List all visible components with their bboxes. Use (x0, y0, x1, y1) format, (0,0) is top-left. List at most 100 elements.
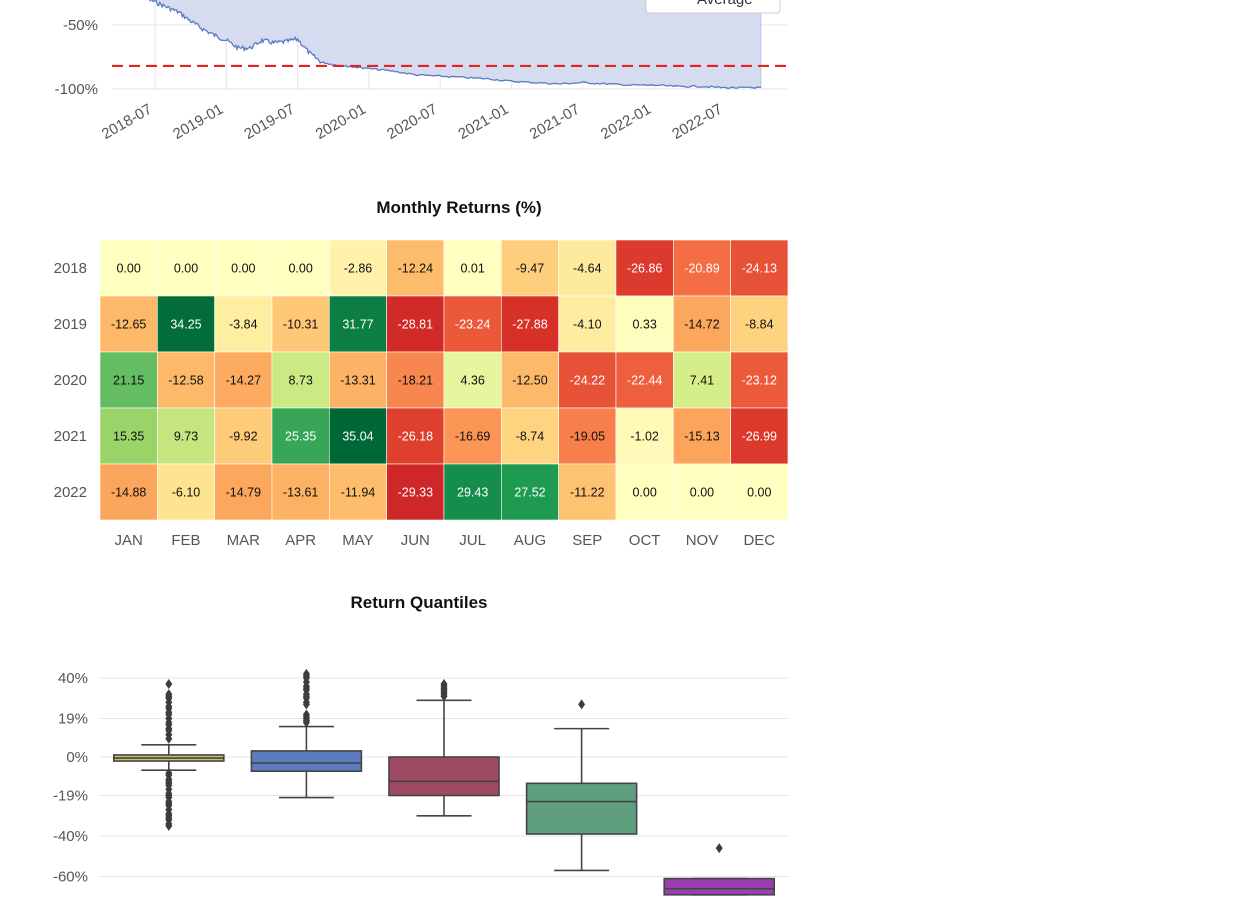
heatmap-cell-value: -8.84 (745, 318, 774, 332)
y-tick-label: -60% (53, 869, 88, 886)
heatmap-cell (501, 351, 559, 409)
outlier-marker (578, 699, 586, 710)
heatmap-column-label: FEB (171, 532, 200, 549)
heatmap-cell (443, 463, 502, 521)
heatmap-cell-value: 0.00 (231, 262, 255, 276)
heatmap-cell-value: 0.00 (288, 262, 312, 276)
heatmap-cell-value: -2.86 (344, 262, 373, 276)
heatmap-cell (214, 463, 273, 521)
heatmap-cell-value: -3.84 (229, 318, 258, 332)
box-1 (113, 679, 225, 831)
heatmap-cell-value: 0.00 (690, 486, 714, 500)
heatmap-cell-value: -12.65 (111, 318, 146, 332)
boxplot-title: Return Quantiles (351, 593, 488, 612)
heatmap-cell-value: 31.77 (342, 318, 373, 332)
box-iqr (525, 782, 638, 835)
y-tick-label: -100% (55, 81, 98, 98)
heatmap-cell (501, 295, 559, 353)
heatmap-cell (615, 351, 674, 409)
heatmap-column-label: JUL (459, 532, 486, 549)
heatmap-column-label: AUG (514, 532, 547, 549)
heatmap-cell-value: -28.81 (398, 318, 433, 332)
outlier-marker (715, 843, 723, 854)
heatmap-column-label: MAR (227, 532, 261, 549)
heatmap-cell-value: 27.52 (514, 486, 545, 500)
heatmap-cell (730, 239, 789, 297)
box-3 (388, 679, 500, 817)
y-tick-label: -19% (53, 788, 88, 805)
heatmap-cell-value: -22.44 (627, 374, 662, 388)
heatmap-cell-value: -4.10 (573, 318, 602, 332)
heatmap-cell (730, 351, 789, 409)
heatmap-cell-value: 35.04 (342, 430, 373, 444)
heatmap-column-label: APR (285, 532, 316, 549)
heatmap-cell-value: -14.79 (226, 486, 261, 500)
heatmap-cell (99, 295, 158, 353)
underwater-y-ticks: -50% -100% (55, 17, 98, 98)
heatmap-cell-value: 8.73 (288, 374, 312, 388)
heatmap-cell (386, 239, 445, 297)
y-tick-label: 40% (58, 670, 88, 687)
legend-label: Average (697, 0, 753, 8)
heatmap-cell-value: 29.43 (457, 486, 488, 500)
heatmap-cell-value: -19.05 (570, 430, 605, 444)
heatmap-cell (730, 295, 789, 353)
heatmap-cell (558, 463, 617, 521)
heatmap-cell (271, 351, 330, 409)
heatmap-cell (271, 407, 330, 465)
y-tick-label: 19% (58, 711, 88, 728)
outlier-marker (302, 699, 310, 710)
heatmap-row-labels: 2018 2019 2020 2021 2022 (54, 260, 87, 501)
heatmap-cell (443, 351, 502, 409)
heatmap-cell-value: -24.22 (570, 374, 605, 388)
heatmap-row-label: 2020 (54, 372, 87, 389)
outlier-marker (165, 820, 173, 831)
monthly-returns-heatmap: Monthly Returns (%) 0.00 0.00 0.00 0.00 -2.8… (54, 198, 789, 549)
heatmap-cell-value: -26.99 (742, 430, 777, 444)
heatmap-cell-value: -14.27 (226, 374, 261, 388)
heatmap-cell (501, 463, 559, 521)
heatmap-cell-value: -26.86 (627, 262, 662, 276)
heatmap-cell-value: -23.12 (742, 374, 777, 388)
heatmap-cell (558, 407, 617, 465)
heatmap-cell (558, 239, 617, 297)
boxplot-boxes (113, 668, 776, 896)
heatmap-cell-value: -6.10 (172, 486, 201, 500)
heatmap-cell-value: -16.69 (455, 430, 490, 444)
heatmap-cell-value: -23.24 (455, 318, 490, 332)
heatmap-cell-value: -29.33 (398, 486, 433, 500)
x-tick-label: 2018-07 (99, 101, 155, 143)
y-tick-label: -40% (53, 828, 88, 845)
heatmap-cell-value: 15.35 (113, 430, 144, 444)
heatmap-row-label: 2021 (54, 428, 87, 445)
box-2 (250, 668, 363, 799)
heatmap-cell (558, 295, 617, 353)
heatmap-cell-value: -4.64 (573, 262, 602, 276)
heatmap-cell (214, 295, 273, 353)
heatmap-cell-value: 21.15 (113, 374, 144, 388)
heatmap-cell-value: -8.74 (516, 430, 545, 444)
outlier-marker (440, 691, 448, 702)
heatmap-row-label: 2019 (54, 316, 87, 333)
x-tick-label: 2019-07 (241, 101, 297, 143)
heatmap-cell-value: 0.00 (174, 262, 198, 276)
underwater-chart: Average -50%-100% 2018-072019-012019-072… (55, 0, 788, 143)
heatmap-cell-value: 25.35 (285, 430, 316, 444)
heatmap-cell (157, 295, 215, 353)
heatmap-cell (672, 463, 731, 521)
heatmap-cell (615, 295, 674, 353)
heatmap-column-labels: JAN FEB MAR APR MAY JUN JUL AUG SEP OCT NOV DEC (114, 532, 775, 549)
heatmap-cell-value: 9.73 (174, 430, 198, 444)
heatmap-cell-value: -9.92 (229, 430, 258, 444)
heatmap-title: Monthly Returns (%) (376, 198, 541, 217)
heatmap-cell (730, 463, 789, 521)
return-quantiles-chart: Return Quantiles 40% 19% 0% -19% -40% -60% (53, 593, 788, 896)
heatmap-cell-value: -10.31 (283, 318, 318, 332)
heatmap-cell (443, 295, 502, 353)
heatmap-row-label: 2018 (54, 260, 87, 277)
legend-box (645, 0, 781, 14)
heatmap-cell-value: -13.61 (283, 486, 318, 500)
heatmap-cell-value: 0.00 (632, 486, 656, 500)
heatmap-cell-value: -15.13 (684, 430, 719, 444)
